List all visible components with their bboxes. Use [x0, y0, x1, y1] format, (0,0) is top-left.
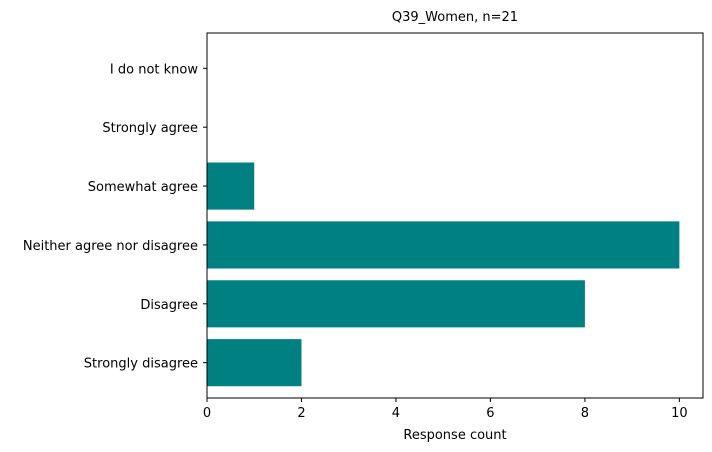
x-tick-label-1: 2	[297, 406, 305, 421]
x-axis: 0 2 4 6 8 10	[203, 398, 688, 421]
x-tick-label-4: 8	[581, 406, 589, 421]
x-tick-label-5: 10	[671, 406, 688, 421]
bar-1	[207, 280, 585, 328]
x-tick-label-2: 4	[392, 406, 400, 421]
y-tick-label-2: Neither agree nor disagree	[23, 239, 198, 254]
bar-0	[207, 339, 302, 387]
bars-group	[207, 162, 680, 387]
bar-3	[207, 162, 255, 210]
y-tick-label-3: Somewhat agree	[88, 180, 198, 195]
y-tick-label-0: Strongly disagree	[84, 357, 198, 372]
x-tick-label-0: 0	[203, 406, 211, 421]
bar-2	[207, 221, 680, 269]
y-axis: Strongly disagree Disagree Neither agree n…	[23, 62, 207, 372]
y-tick-label-5: I do not know	[110, 62, 198, 77]
y-tick-label-4: Strongly agree	[102, 121, 198, 136]
chart-title: Q39_Women, n=21	[392, 10, 518, 25]
plot-frame	[206, 32, 704, 399]
x-axis-label: Response count	[403, 428, 506, 443]
x-tick-label-3: 6	[486, 406, 494, 421]
y-tick-label-1: Disagree	[140, 298, 198, 313]
